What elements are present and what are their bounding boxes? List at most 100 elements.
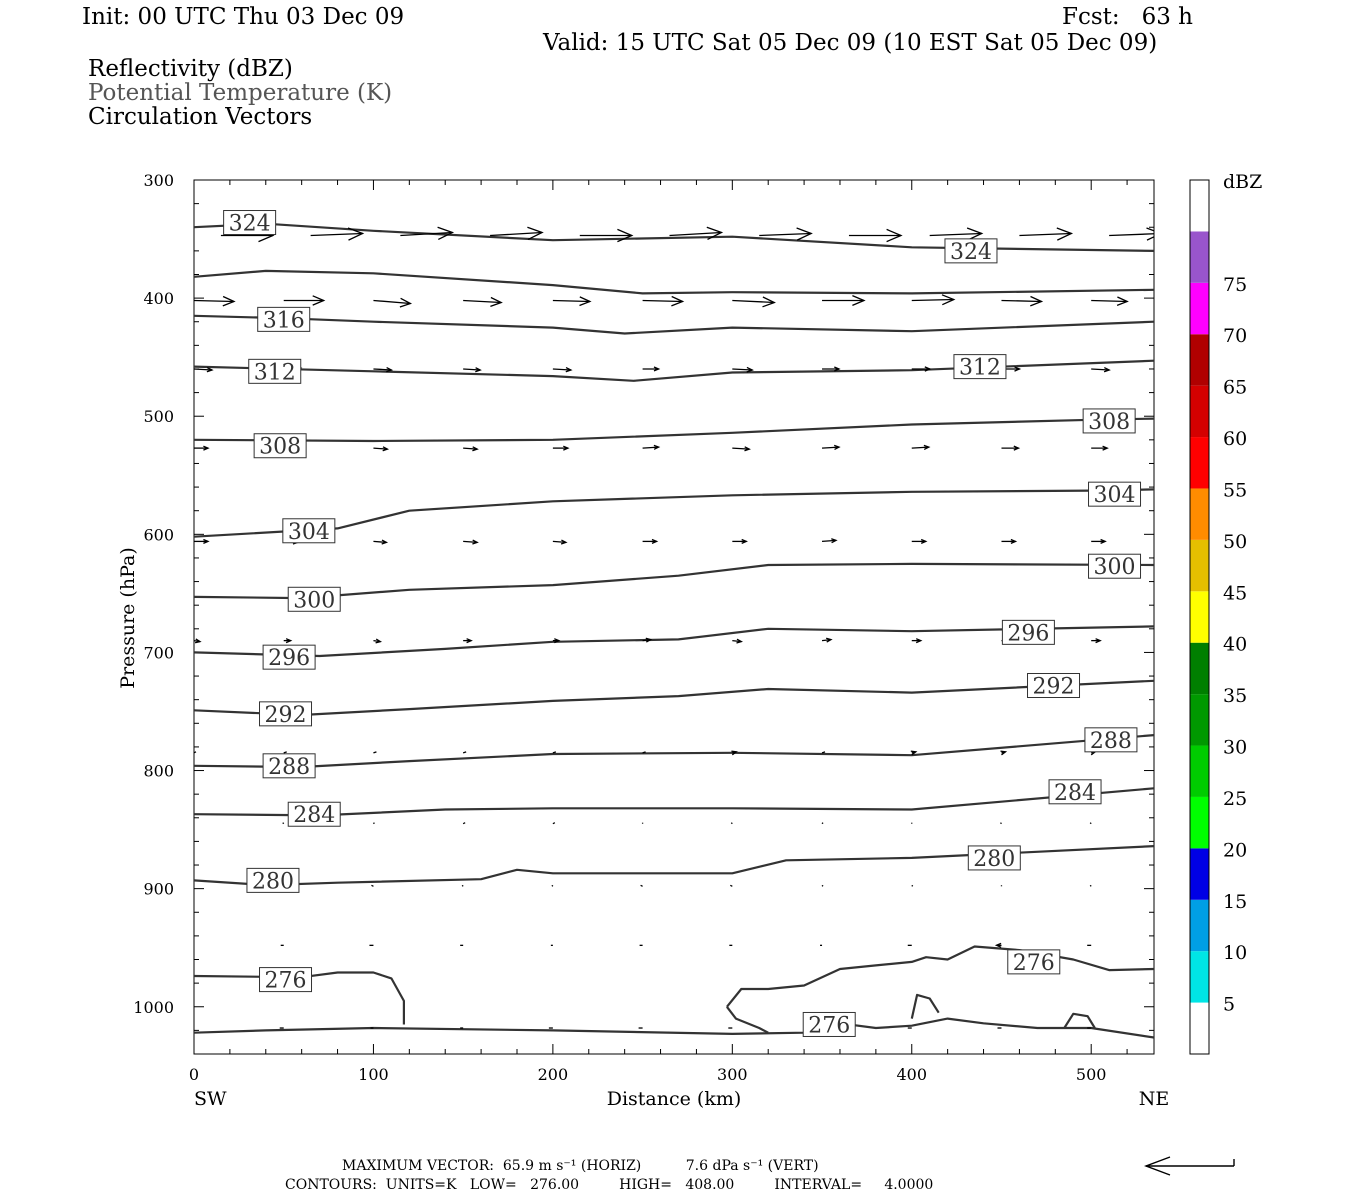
circulation-vector (732, 366, 754, 373)
isentrope-label-304: 304 (282, 518, 336, 545)
isentrope-label-292: 292 (259, 701, 313, 728)
colorbar-level-label: 10 (1223, 942, 1247, 964)
circulation-vector (911, 444, 931, 450)
isentrope-312 (194, 359, 1154, 382)
circulation-vector (732, 638, 743, 644)
svg-text:312: 312 (254, 360, 296, 385)
circulation-vector (1089, 884, 1092, 887)
circulation-vector (463, 296, 503, 308)
colorbar-swatch (1190, 642, 1209, 695)
circulation-vector (1091, 538, 1107, 544)
colorbar-level-label: 25 (1223, 788, 1247, 810)
circulation-vector (552, 822, 556, 825)
circulation-vector (669, 226, 724, 240)
colorbar-swatch (1190, 282, 1209, 335)
colorbar-swatch (1190, 334, 1209, 386)
circulation-vector (1019, 227, 1074, 241)
contours-note: CONTOURS: UNITS=K LOW= 276.00 HIGH= 408.… (285, 1177, 934, 1193)
circulation-vector (371, 884, 374, 887)
y-tick-label: 700 (143, 643, 174, 662)
circulation-vector (372, 822, 375, 825)
circulation-vector (1000, 750, 1008, 756)
circulation-vector (552, 367, 573, 373)
circulation-vector (822, 366, 841, 372)
colorbar-swatch (1190, 437, 1209, 489)
colorbar-swatch (1190, 848, 1209, 900)
isentrope-label-308: 308 (1082, 408, 1136, 435)
svg-text:312: 312 (959, 356, 1001, 381)
circulation-vector (373, 446, 390, 452)
isentrope-label-312: 312 (248, 358, 302, 385)
y-tick-label: 800 (143, 762, 174, 781)
circulation-vector (194, 638, 202, 644)
isentrope-label-312: 312 (953, 354, 1007, 381)
isentrope-288 (194, 734, 1154, 769)
svg-text:284: 284 (293, 803, 335, 828)
svg-text:276: 276 (808, 1013, 850, 1038)
isentrope-label-296: 296 (262, 644, 316, 671)
y-tick-label: 400 (143, 289, 174, 308)
circulation-vector (642, 538, 659, 544)
x-end-label-right: NE (1139, 1088, 1170, 1110)
circulation-vector (283, 638, 293, 644)
colorbar-swatch (1190, 951, 1209, 1003)
circulation-vector (194, 751, 197, 754)
valid-time: Valid: 15 UTC Sat 05 Dec 09 (10 EST Sat … (543, 30, 1158, 56)
colorbar-level-label: 65 (1223, 377, 1247, 399)
isentrope-label-280: 280 (967, 845, 1021, 872)
colorbar-swatch (1190, 385, 1209, 438)
isentrope-292 (194, 679, 1154, 717)
colorbar-level-label: 75 (1223, 274, 1247, 296)
svg-text:288: 288 (1090, 729, 1132, 754)
colorbar-level-label: 40 (1223, 634, 1247, 656)
isentrope-label-280: 280 (246, 867, 300, 894)
svg-text:316: 316 (263, 308, 305, 333)
isentrope-label-304: 304 (1088, 481, 1142, 508)
isentrope-320 (194, 269, 1154, 295)
circulation-vector (1091, 296, 1129, 307)
circulation-vector (730, 884, 733, 887)
circulation-vector (551, 884, 554, 887)
circulation-vector (1091, 445, 1109, 451)
isentrope-324 (194, 222, 1154, 252)
isentrope-276 (1063, 1012, 1096, 1029)
colorbar-level-label: 20 (1223, 839, 1247, 861)
isentrope-276 (910, 993, 940, 1019)
forecast-hour: Fcst: 63 h (1062, 4, 1193, 30)
svg-text:324: 324 (950, 240, 992, 265)
isentrope-label-300: 300 (1088, 553, 1142, 580)
circulation-vector (552, 296, 592, 307)
colorbar-swatch (1190, 231, 1209, 283)
x-tick-label: 300 (717, 1065, 748, 1084)
circulation-vector (848, 228, 903, 243)
svg-text:292: 292 (265, 703, 307, 728)
svg-text:276: 276 (1013, 951, 1055, 976)
reference-vector-arrow (1144, 1156, 1235, 1176)
circulation-vector (821, 444, 841, 450)
circulation-vector (373, 539, 389, 545)
isentrope-label-324: 324 (944, 238, 998, 265)
circulation-vector (373, 367, 394, 373)
svg-text:324: 324 (229, 212, 271, 237)
circulation-vector (911, 884, 914, 887)
circulation-vector (194, 445, 210, 451)
svg-text:296: 296 (1007, 621, 1049, 646)
svg-text:300: 300 (293, 588, 335, 613)
circulation-vector (1001, 295, 1044, 307)
circulation-vector (1001, 445, 1021, 451)
svg-text:284: 284 (1054, 781, 1096, 806)
circulation-vector (911, 538, 928, 544)
isentrope-276 (726, 945, 1154, 1008)
isentrope-316 (194, 314, 1154, 335)
circulation-vector (552, 539, 568, 545)
circulation-vector (821, 538, 838, 544)
reflectivity-colorbar: 5 10 15 20 25 30 35 40 45 50 55 60 65 70 75 dBZ (1189, 171, 1262, 1055)
circulation-vector (552, 445, 570, 451)
svg-text:300: 300 (1094, 555, 1136, 580)
isentrope-label-308: 308 (253, 433, 307, 460)
circulation-vector (642, 366, 661, 372)
svg-text:280: 280 (252, 869, 294, 894)
svg-text:308: 308 (1088, 410, 1130, 435)
colorbar-title: dBZ (1223, 171, 1262, 193)
circulation-vector (579, 228, 634, 243)
